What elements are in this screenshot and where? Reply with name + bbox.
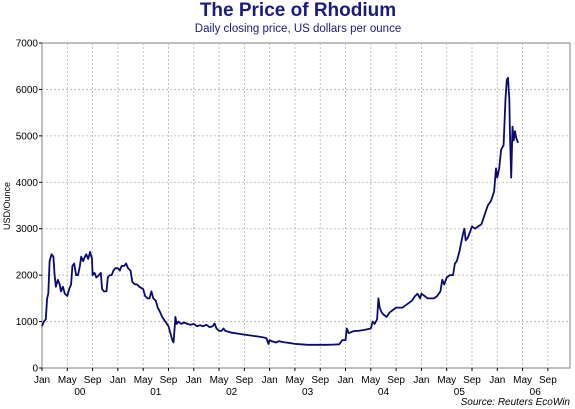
x-tick-label: May — [134, 375, 153, 386]
x-tick-label: May — [285, 375, 304, 386]
x-tick-label: Jan — [186, 375, 202, 386]
gridlines — [42, 43, 570, 368]
y-tick-label: 0 — [32, 364, 38, 375]
y-tick-label: 7000 — [16, 39, 39, 50]
x-tick-label: May — [437, 375, 456, 386]
x-tick-label: Sep — [235, 375, 253, 386]
plot-area — [41, 42, 571, 369]
y-tick-label: 1000 — [16, 317, 39, 328]
y-tick-label: 4000 — [16, 178, 39, 189]
x-year-label: 05 — [454, 387, 466, 398]
x-year-label: 01 — [150, 387, 162, 398]
x-tick-label: Sep — [387, 375, 405, 386]
x-year-label: 03 — [302, 387, 314, 398]
x-tick-label: May — [58, 375, 77, 386]
x-tick-label: Sep — [84, 375, 102, 386]
x-year-label: 04 — [378, 387, 390, 398]
x-tick-label: Jan — [262, 375, 278, 386]
x-tick-label: Jan — [489, 375, 505, 386]
y-tick-label: 3000 — [16, 224, 39, 235]
x-tick-label: Jan — [110, 375, 126, 386]
x-tick-label: Jan — [337, 375, 353, 386]
y-axis-ticks: 0 1000 2000 3000 4000 5000 6000 7000 — [16, 39, 42, 375]
y-axis-label: USD/Ounce — [2, 182, 12, 230]
chart-subtitle: Daily closing price, US dollars per ounc… — [195, 23, 401, 35]
x-tick-label: Sep — [311, 375, 329, 386]
x-tick-label: Sep — [463, 375, 481, 386]
y-tick-label: 5000 — [16, 131, 39, 142]
x-tick-label: May — [361, 375, 380, 386]
source-note: Source: Reuters EcoWin — [461, 397, 571, 408]
x-tick-label: Jan — [413, 375, 429, 386]
x-tick-label: Sep — [160, 375, 178, 386]
x-tick-label: Jan — [34, 375, 50, 386]
chart-title: The Price of Rhodium — [200, 0, 396, 21]
x-year-label: 00 — [74, 387, 86, 398]
y-tick-label: 6000 — [16, 85, 39, 96]
x-tick-label: May — [210, 375, 229, 386]
x-axis-ticks: Jan May Sep Jan May Sep Jan May Sep Jan May Sep Jan M… — [34, 368, 557, 398]
y-tick-label: 2000 — [16, 271, 39, 282]
x-year-label: 02 — [226, 387, 238, 398]
x-year-label: 06 — [530, 387, 542, 398]
x-tick-label: May — [513, 375, 532, 386]
x-tick-label: Sep — [539, 375, 557, 386]
series-line-rhodium — [41, 76, 519, 346]
